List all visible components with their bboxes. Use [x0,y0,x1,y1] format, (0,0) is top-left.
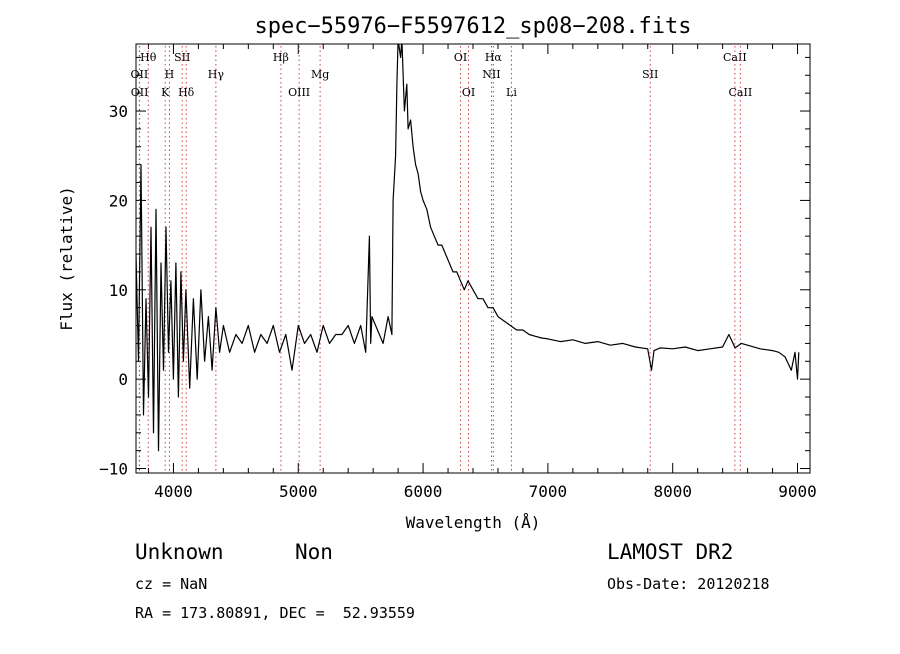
y-tick-label: 10 [109,281,128,300]
redshift-label: cz = NaN [135,575,208,593]
spectral-line-label: H [165,68,175,81]
y-tick-label: 0 [118,370,128,389]
spectrum-line-0 [136,44,800,452]
x-tick-label: 8000 [653,482,692,501]
y-tick-label: 30 [109,102,128,121]
spectral-line-label: OI [462,86,475,99]
y-axis-label: Flux (relative) [57,186,76,331]
spectral-line-label: SII [174,51,190,64]
x-tick-label: 6000 [404,482,443,501]
spectral-line-label: CaII [723,51,747,64]
x-tick-label: 7000 [529,482,568,501]
spectral-line-label: Mg [311,68,329,81]
spectral-line-label: Hγ [208,68,225,81]
spectral-line-label: Hθ [140,51,157,64]
spectral-line-label: Li [506,86,517,99]
coordinates-label: RA = 173.80891, DEC = 52.93559 [135,604,415,622]
chart-title: spec−55976−F5597612_sp08−208.fits [254,14,691,39]
y-tick-label: −10 [99,460,128,479]
spectral-line-label: NII [482,68,500,81]
object-subclass-label: Non [295,540,333,564]
spectral-line-label: Hδ [178,86,195,99]
survey-label: LAMOST DR2 [607,540,734,564]
spectral-line-label: SII [642,68,658,81]
y-tick-label: 20 [109,191,128,210]
spectral-line-label: Hβ [273,51,289,64]
object-class-label: Unknown [135,540,224,564]
x-tick-label: 9000 [778,482,817,501]
spectral-line-label: OIII [288,86,310,99]
spectral-line-label: Hα [485,51,503,64]
spectral-line-label: OII [131,86,149,99]
spectral-line-label: K [161,86,170,99]
spectral-line-label: CaII [729,86,753,99]
x-tick-label: 4000 [154,482,193,501]
x-tick-label: 5000 [279,482,318,501]
spectral-line-label: OI [454,51,467,64]
plot-frame [135,43,811,474]
x-axis-label: Wavelength (Å) [406,513,541,532]
obs-date-label: Obs-Date: 20120218 [607,575,770,593]
